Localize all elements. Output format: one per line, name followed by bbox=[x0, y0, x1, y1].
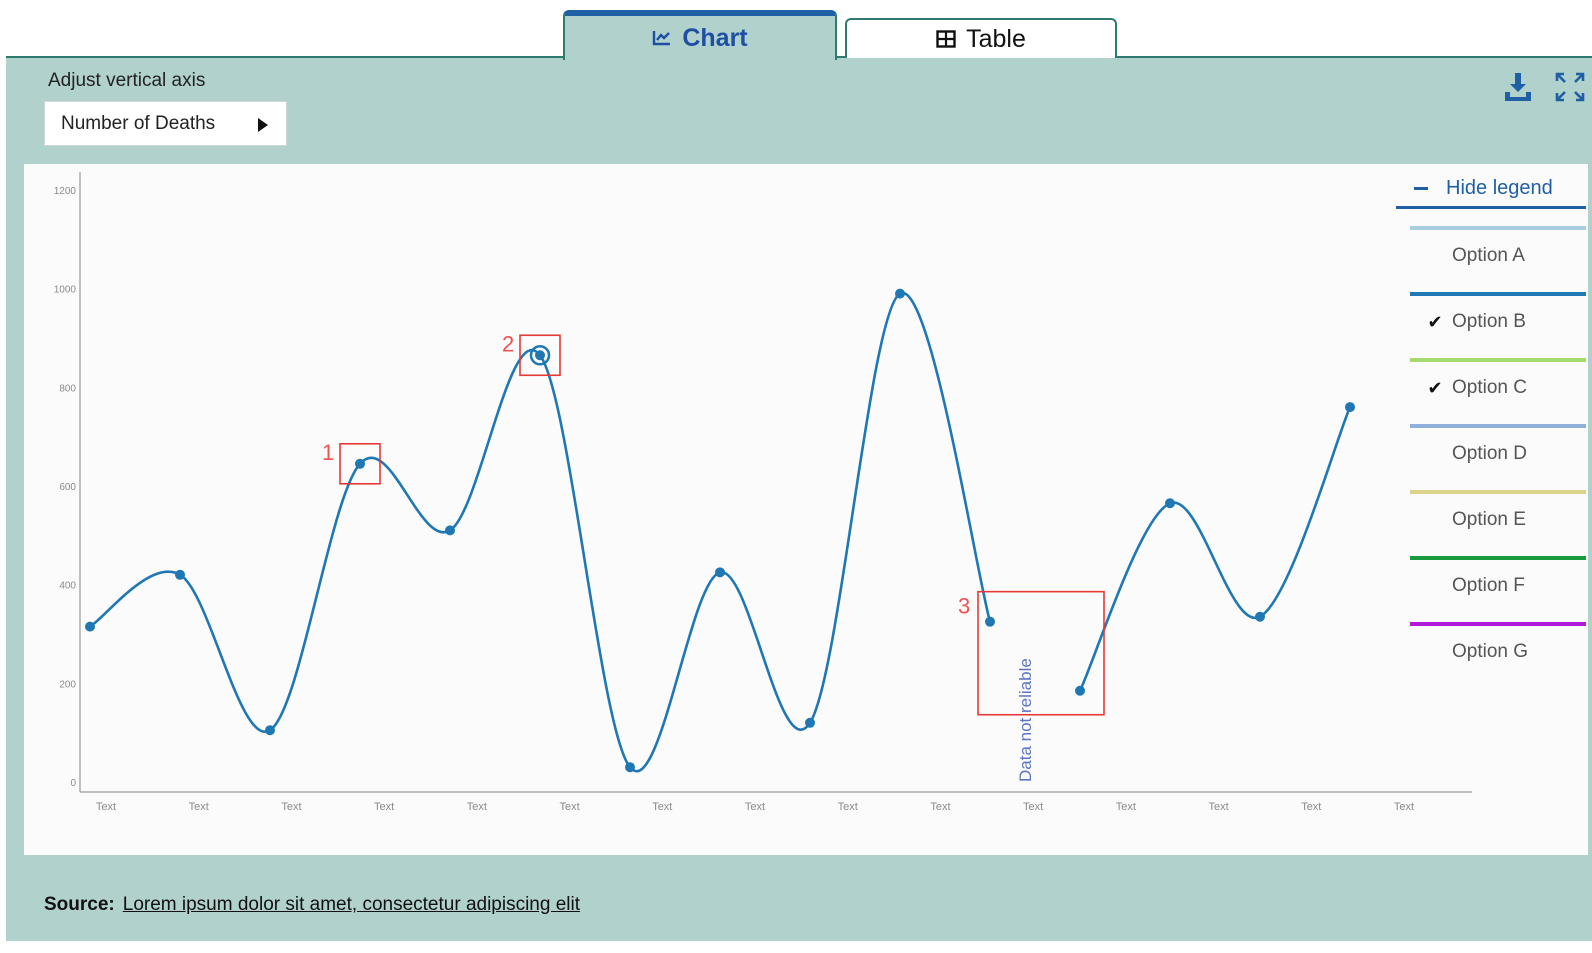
x-tick-label: Text bbox=[96, 801, 116, 813]
y-tick-label: 600 bbox=[59, 482, 76, 493]
data-not-reliable-note: Data not reliable bbox=[1016, 658, 1035, 782]
y-tick-label: 400 bbox=[59, 581, 76, 592]
data-point bbox=[265, 725, 275, 736]
x-tick-label: Text bbox=[559, 801, 579, 813]
x-tick-label: Text bbox=[281, 801, 301, 813]
vertical-axis-select[interactable]: Number of Deaths bbox=[44, 101, 287, 146]
caret-right-icon bbox=[258, 118, 268, 132]
data-point bbox=[1255, 611, 1265, 622]
legend-item-option-g[interactable]: Option G bbox=[1410, 622, 1586, 678]
y-tick-label: 0 bbox=[70, 778, 76, 789]
legend-item-option-f[interactable]: Option F bbox=[1410, 556, 1586, 612]
source-line: Source: Lorem ipsum dolor sit amet, conse… bbox=[44, 894, 580, 916]
legend-item-label: Option D bbox=[1452, 443, 1527, 464]
legend-item-option-b[interactable]: ✔ Option B bbox=[1410, 292, 1586, 348]
x-tick-label: Text bbox=[374, 801, 394, 813]
data-point bbox=[355, 458, 365, 469]
data-point bbox=[625, 762, 635, 773]
legend-item-label: Option C bbox=[1452, 377, 1527, 398]
x-tick-label: Text bbox=[838, 801, 858, 813]
minus-icon bbox=[1414, 186, 1428, 190]
legend: Hide legend Option A ✔ Option B ✔ Option… bbox=[1396, 166, 1592, 706]
check-icon: ✔ bbox=[1427, 377, 1443, 398]
data-point bbox=[805, 717, 815, 728]
legend-item-label: Option E bbox=[1452, 509, 1526, 530]
data-point bbox=[1075, 685, 1085, 696]
legend-item-option-a[interactable]: Option A bbox=[1410, 226, 1586, 282]
series-line bbox=[1078, 406, 1352, 692]
data-point bbox=[985, 616, 995, 627]
data-point bbox=[445, 525, 455, 536]
annotation-label: 2 bbox=[502, 331, 514, 356]
legend-item-label: Option A bbox=[1452, 245, 1525, 266]
expand-icon bbox=[1555, 72, 1585, 102]
x-tick-label: Text bbox=[467, 801, 487, 813]
x-tick-label: Text bbox=[1116, 801, 1136, 813]
x-tick-label: Text bbox=[1023, 801, 1043, 813]
data-point bbox=[85, 621, 95, 632]
legend-item-label: Option G bbox=[1452, 641, 1529, 662]
data-point bbox=[715, 567, 725, 578]
chart-area: 0 200 400 600 800 1000 1200 Text Text Text Text Tex… bbox=[24, 164, 1588, 855]
hide-legend-button[interactable]: Hide legend bbox=[1396, 170, 1586, 209]
highlight-ring bbox=[529, 345, 551, 366]
source-label: Source: bbox=[44, 894, 115, 915]
legend-item-option-c[interactable]: ✔ Option C bbox=[1410, 358, 1586, 414]
annotation-box bbox=[977, 590, 1105, 716]
data-point bbox=[175, 569, 185, 580]
data-point bbox=[1165, 498, 1175, 509]
legend-item-option-d[interactable]: Option D bbox=[1410, 424, 1586, 480]
annotation-box bbox=[339, 442, 381, 485]
x-tick-label: Text bbox=[1301, 801, 1321, 813]
download-button[interactable] bbox=[1501, 70, 1535, 104]
y-tick-label: 1000 bbox=[54, 285, 77, 296]
annotation-label: 1 bbox=[322, 440, 334, 465]
legend-item-label: Option B bbox=[1452, 311, 1526, 332]
legend-item-option-e[interactable]: Option E bbox=[1410, 490, 1586, 546]
hide-legend-label: Hide legend bbox=[1446, 176, 1553, 199]
fullscreen-button[interactable] bbox=[1553, 70, 1587, 104]
tab-table-label: Table bbox=[966, 24, 1026, 53]
x-tick-label: Text bbox=[652, 801, 672, 813]
data-point bbox=[535, 350, 545, 361]
x-tick-label: Text bbox=[930, 801, 950, 813]
tab-chart-label: Chart bbox=[682, 23, 748, 52]
line-chart: 0 200 400 600 800 1000 1200 Text Text Text Text Tex… bbox=[54, 172, 1472, 813]
x-tick-label: Text bbox=[745, 801, 765, 813]
source-link[interactable]: Lorem ipsum dolor sit amet, consectetur … bbox=[122, 894, 581, 915]
data-point bbox=[895, 288, 905, 299]
x-tick-label: Text bbox=[1208, 801, 1228, 813]
data-point bbox=[1345, 402, 1355, 413]
tab-chart[interactable]: Chart bbox=[563, 10, 837, 60]
x-tick-label: Text bbox=[1394, 801, 1414, 813]
y-tick-label: 200 bbox=[59, 679, 76, 690]
axis-select-value: Number of Deaths bbox=[61, 112, 216, 134]
download-icon bbox=[1505, 73, 1531, 101]
table-icon bbox=[936, 30, 956, 48]
annotation-box bbox=[519, 334, 561, 377]
x-tick-label: Text bbox=[189, 801, 209, 813]
legend-item-label: Option F bbox=[1452, 575, 1525, 596]
y-tick-label: 1200 bbox=[54, 186, 77, 197]
axis-label: Adjust vertical axis bbox=[48, 70, 206, 91]
check-icon: ✔ bbox=[1427, 311, 1443, 332]
y-tick-label: 800 bbox=[59, 383, 76, 394]
tab-table[interactable]: Table bbox=[845, 18, 1117, 58]
annotation-label: 3 bbox=[958, 594, 970, 619]
line-chart-icon bbox=[652, 29, 672, 47]
